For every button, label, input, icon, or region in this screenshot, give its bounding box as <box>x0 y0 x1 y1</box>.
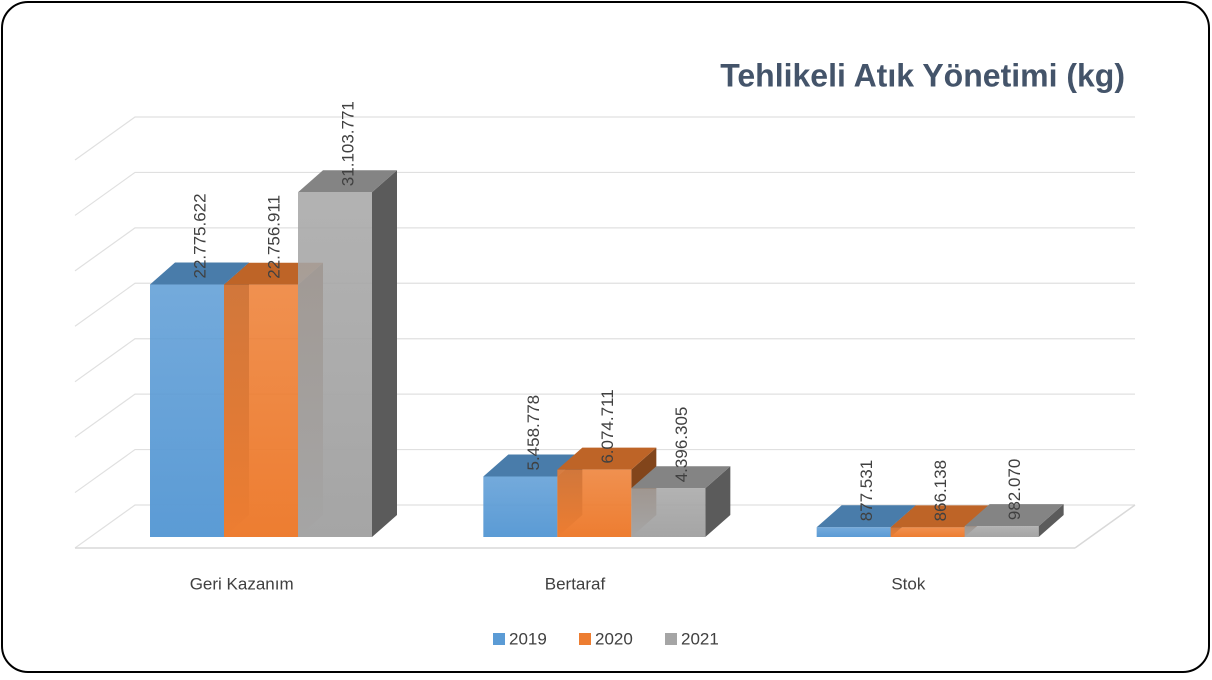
bar-side <box>1038 504 1064 537</box>
grid-line <box>74 171 1135 216</box>
bar-top <box>964 504 1064 527</box>
grid-line <box>74 227 1135 272</box>
bar-top <box>631 466 731 489</box>
data-label: 982.070 <box>1005 459 1024 520</box>
data-label: 5.458.778 <box>524 395 543 471</box>
chart-title: Tehlikeli Atık Yönetimi (kg) <box>720 57 1125 93</box>
bar-top <box>890 505 990 528</box>
bar <box>224 284 298 537</box>
data-label: 31.103.771 <box>338 101 357 186</box>
data-label: 22.775.622 <box>190 193 209 278</box>
legend-label: 2019 <box>509 629 547 648</box>
legend-swatch <box>579 633 591 645</box>
bar-top <box>557 447 657 470</box>
bar <box>150 284 224 537</box>
bar <box>964 526 1039 537</box>
x-tick-label: Geri Kazanım <box>190 574 294 593</box>
data-label: 866.138 <box>931 460 950 521</box>
bar <box>483 476 558 537</box>
grid-line <box>74 116 1135 161</box>
grid-line <box>74 504 1135 549</box>
grid-line <box>74 393 1135 438</box>
bar-top <box>150 262 249 285</box>
bar-side <box>372 170 397 537</box>
bar <box>298 192 372 537</box>
bar <box>557 469 632 537</box>
bar <box>890 527 965 537</box>
data-label: 4.396.305 <box>672 407 691 483</box>
x-tick-label: Stok <box>891 574 926 593</box>
data-label: 22.756.911 <box>264 195 283 279</box>
grid-line <box>74 448 1135 494</box>
bar-top <box>816 505 916 528</box>
x-tick-label: Bertaraf <box>545 574 606 593</box>
legend-label: 2021 <box>681 629 719 648</box>
bar-side <box>705 466 731 537</box>
legend-swatch <box>493 633 505 645</box>
legend-swatch <box>665 633 677 645</box>
bar <box>816 527 891 537</box>
legend-label: 2020 <box>595 629 633 648</box>
data-label: 877.531 <box>857 460 876 521</box>
data-label: 6.074.711 <box>598 389 617 463</box>
bar-top <box>298 170 397 193</box>
bar <box>631 488 706 537</box>
grid-line <box>74 282 1135 327</box>
floor-edge <box>1074 504 1136 549</box>
grid-line <box>74 338 1135 383</box>
